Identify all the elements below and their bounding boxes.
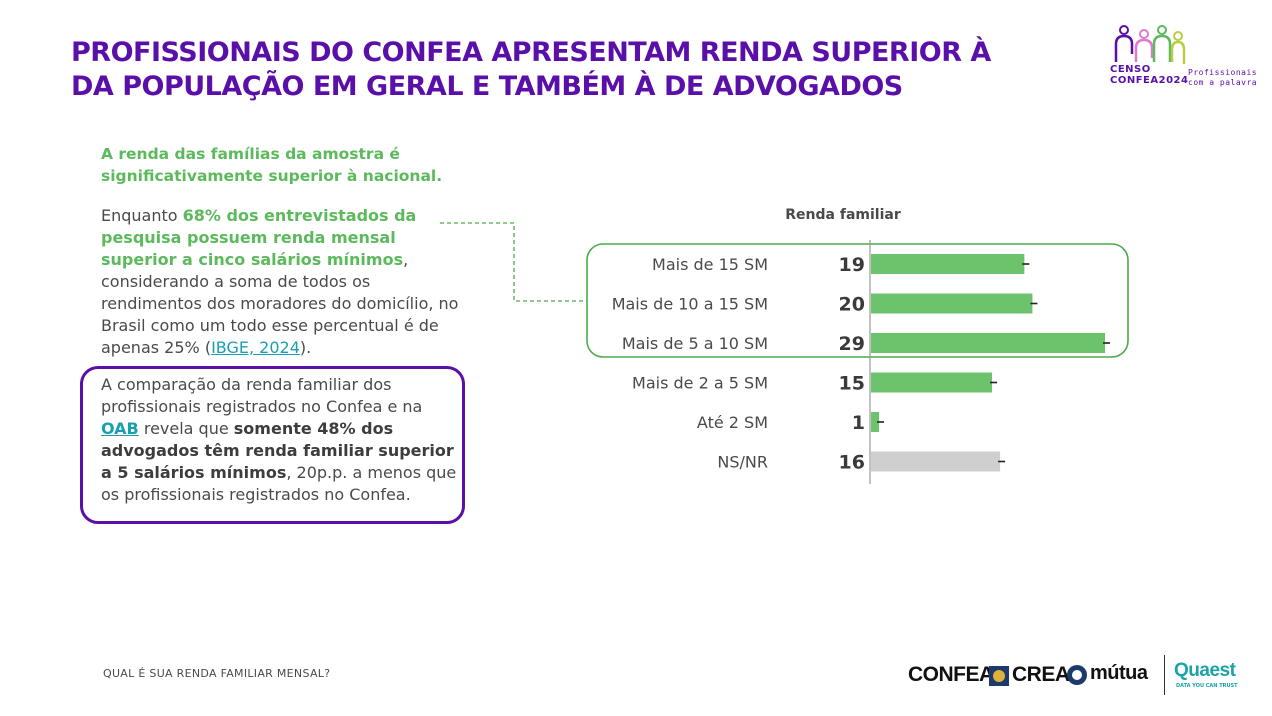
- callout-bold: somente 48% dos advogados têm renda fami…: [101, 419, 454, 482]
- crea-seal-icon: [989, 666, 1009, 686]
- lead-text: A renda das famílias da amostra é signif…: [101, 145, 443, 185]
- page-title: PROFISSIONAIS DO CONFEA APRESENTAM RENDA…: [71, 36, 1071, 104]
- ibge-link[interactable]: IBGE, 2024: [211, 338, 300, 357]
- connector-line: [440, 222, 587, 302]
- callout-part-1: A comparação da renda familiar dos profi…: [101, 375, 423, 416]
- bar: [871, 293, 1033, 314]
- callout-part-3: , 20p.p. a menos que os profissionais re…: [101, 463, 457, 504]
- censo-logo-tagline: Profissionais com a palavra: [1188, 68, 1257, 88]
- crea-logo: CREA: [1012, 663, 1070, 686]
- censo-logo-line-2: CONFEA2024: [1110, 75, 1189, 86]
- value-label: 15: [839, 373, 865, 395]
- censo-logo-text: CENSO CONFEA2024: [1110, 64, 1188, 86]
- censo-tagline-line-2: com a palavra: [1188, 78, 1258, 87]
- bar: [871, 372, 993, 393]
- paragraph-highlight: 68% dos entrevistados da pesquisa possue…: [101, 206, 417, 269]
- censo-confea-logo: CENSO CONFEA2024 Profissionais com a pal…: [1110, 24, 1257, 88]
- oab-comparison-text: A comparação da renda familiar dos profi…: [101, 374, 461, 506]
- people-icon: [1114, 25, 1186, 64]
- value-label: 16: [839, 452, 865, 474]
- quaest-logo: Quaest: [1174, 660, 1236, 681]
- page-title-line-1: PROFISSIONAIS DO CONFEA APRESENTAM RENDA…: [71, 37, 991, 68]
- mutua-logo: mútua: [1090, 662, 1148, 684]
- mutua-seal-icon: [1067, 665, 1087, 685]
- logo-divider: [1164, 655, 1165, 695]
- quaest-tagline: DATA YOU CAN TRUST: [1176, 683, 1238, 689]
- value-label: 1: [852, 412, 865, 434]
- chart-title: Renda familiar: [785, 207, 901, 223]
- bar: [871, 333, 1106, 353]
- partner-logos: CONFEA CREA mútua Quaest DATA YOU CAN TR…: [906, 655, 1246, 705]
- category-label: NS/NR: [717, 453, 768, 472]
- censo-logo-line-1: CENSO: [1110, 64, 1151, 75]
- category-label: Mais de 10 a 15 SM: [612, 295, 768, 314]
- paragraph-part-3: ).: [299, 338, 312, 357]
- page-title-line-2: DA POPULAÇÃO EM GERAL E TAMBÉM À DE ADVO…: [71, 71, 903, 102]
- bar: [871, 451, 1001, 472]
- category-label: Mais de 2 a 5 SM: [632, 374, 768, 393]
- oab-comparison-box: [80, 366, 465, 524]
- oab-link[interactable]: OAB: [101, 419, 139, 438]
- confea-logo: CONFEA: [908, 663, 994, 686]
- category-label: Mais de 5 a 10 SM: [622, 334, 768, 353]
- survey-question: QUAL É SUA RENDA FAMILIAR MENSAL?: [103, 667, 331, 680]
- callout-part-2: revela que: [138, 419, 234, 438]
- value-label: 19: [839, 254, 865, 276]
- value-label: 29: [839, 333, 865, 355]
- category-label: Mais de 15 SM: [652, 255, 768, 274]
- category-label: Até 2 SM: [697, 413, 768, 432]
- paragraph-part-2: , considerando a soma de todos os rendim…: [101, 250, 459, 357]
- bar: [871, 412, 880, 432]
- income-paragraph: Enquanto 68% dos entrevistados da pesqui…: [101, 205, 461, 359]
- paragraph-part-1: Enquanto: [101, 206, 183, 225]
- bar: [871, 254, 1025, 274]
- value-label: 20: [839, 294, 865, 316]
- bars-group: Mais de 15 SM 19 Mais de 10 a 15 SM 20 Mais …: [612, 254, 1111, 474]
- censo-tagline-line-1: Profissionais: [1188, 68, 1258, 77]
